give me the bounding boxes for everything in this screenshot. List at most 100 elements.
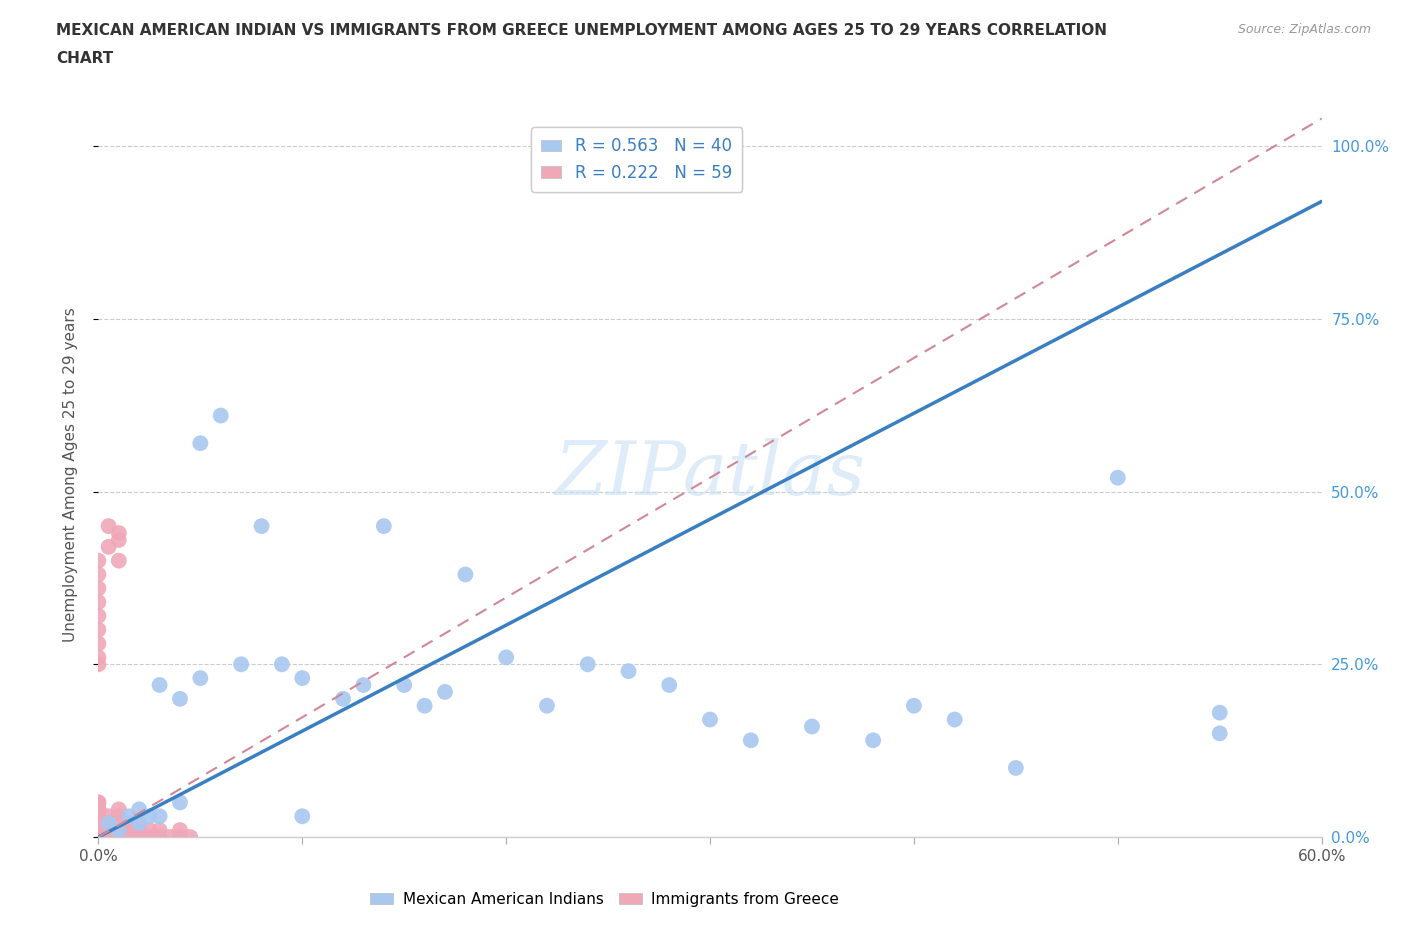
Point [108,830,131,844]
Point [862,733,884,748]
Point [97,816,120,830]
Point [536,698,558,713]
Point [108,823,131,838]
Point [943,712,966,727]
Point [576,657,599,671]
Point [179,830,201,844]
Point [87,830,110,844]
Point [87,830,110,844]
Point [87,809,110,824]
Point [87,823,110,838]
Point [87,622,110,637]
Text: ZIPatlas: ZIPatlas [554,438,866,511]
Point [87,809,110,824]
Point [903,698,925,713]
Point [413,698,436,713]
Point [97,823,120,838]
Point [138,830,160,844]
Point [108,816,131,830]
Point [87,802,110,817]
Point [87,657,110,671]
Point [87,650,110,665]
Point [434,684,457,699]
Legend: R = 0.563   N = 40, R = 0.222   N = 59: R = 0.563 N = 40, R = 0.222 N = 59 [531,127,742,192]
Point [1209,705,1232,720]
Text: MEXICAN AMERICAN INDIAN VS IMMIGRANTS FROM GREECE UNEMPLOYMENT AMONG AGES 25 TO : MEXICAN AMERICAN INDIAN VS IMMIGRANTS FR… [56,23,1108,38]
Point [169,823,191,838]
Point [97,816,120,830]
Point [87,830,110,844]
Point [1004,761,1026,776]
Point [250,519,273,534]
Point [373,519,395,534]
Point [97,809,120,824]
Point [87,816,110,830]
Point [108,525,131,540]
Point [270,657,294,671]
Text: CHART: CHART [56,51,114,66]
Point [87,567,110,582]
Point [87,816,110,830]
Point [118,823,141,838]
Point [87,795,110,810]
Point [87,594,110,609]
Point [97,830,120,844]
Point [118,809,141,824]
Point [128,830,150,844]
Point [658,678,681,693]
Point [87,830,110,844]
Point [128,816,150,830]
Point [87,802,110,817]
Point [87,823,110,838]
Point [87,823,110,838]
Point [231,657,253,671]
Point [1209,726,1232,741]
Point [128,816,150,830]
Point [169,795,191,810]
Point [332,691,354,706]
Point [149,678,172,693]
Point [149,830,172,844]
Point [87,795,110,810]
Legend: Mexican American Indians, Immigrants from Greece: Mexican American Indians, Immigrants fro… [364,886,845,913]
Point [188,671,212,685]
Point [740,733,762,748]
Point [138,823,160,838]
Point [87,816,110,830]
Point [149,809,172,824]
Point [97,519,120,534]
Point [617,664,640,679]
Point [291,809,314,824]
Point [128,823,150,838]
Point [97,816,120,830]
Point [118,816,141,830]
Point [97,539,120,554]
Point [495,650,517,665]
Point [87,581,110,596]
Point [87,830,110,844]
Point [188,436,212,451]
Point [97,823,120,838]
Point [138,809,160,824]
Point [699,712,721,727]
Point [87,553,110,568]
Point [801,719,824,734]
Point [209,408,232,423]
Point [169,830,191,844]
Y-axis label: Unemployment Among Ages 25 to 29 years: Unemployment Among Ages 25 to 29 years [63,307,77,642]
Point [159,830,181,844]
Point [108,802,131,817]
Point [291,671,314,685]
Point [169,691,191,706]
Point [108,809,131,824]
Point [108,823,131,838]
Point [352,678,374,693]
Point [108,553,131,568]
Point [118,830,141,844]
Point [454,567,477,582]
Point [87,636,110,651]
Point [1107,471,1129,485]
Text: Source: ZipAtlas.com: Source: ZipAtlas.com [1237,23,1371,36]
Point [128,802,150,817]
Point [108,533,131,548]
